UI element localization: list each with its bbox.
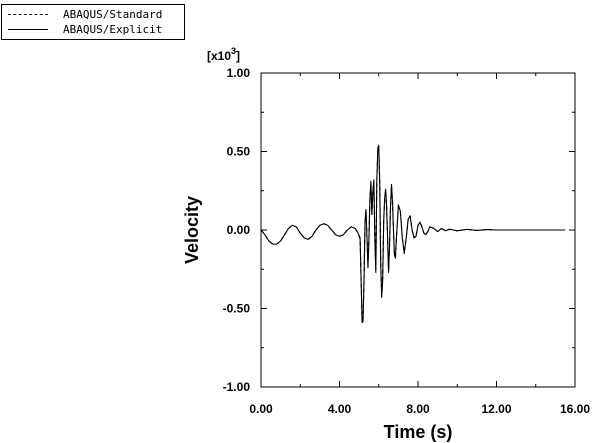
y-tick-label: 1.00	[227, 66, 251, 80]
x-tick-label: 12.00	[481, 402, 511, 416]
x-tick-label: 16.00	[560, 402, 590, 416]
legend-label-standard: ABAQUS/Standard	[63, 8, 163, 21]
y-multiplier-label: [x103]	[207, 46, 240, 63]
labels-layer: 0.00 4.00 8.00 12.00 16.00 1.00 0.50 0.00 -0.50 -…	[223, 66, 591, 416]
y-tick-label: 0.00	[227, 223, 251, 237]
y-axis-title: Velocity	[182, 196, 202, 264]
y-tick-label: -1.00	[223, 380, 251, 394]
legend-solid-line-icon	[8, 29, 48, 30]
legend: ABAQUS/Standard ABAQUS/Explicit	[1, 4, 185, 40]
x-tick-label: 8.00	[406, 402, 430, 416]
series-line-explicit	[260, 144, 566, 324]
y-tick-label: 0.50	[227, 145, 251, 159]
legend-dashed-line-icon	[8, 14, 48, 15]
y-tick-label: -0.50	[223, 302, 251, 316]
x-tick-label: 4.00	[328, 402, 352, 416]
x-axis-title: Time (s)	[384, 422, 453, 442]
plot-frame	[260, 72, 576, 388]
legend-entry-explicit: ABAQUS/Explicit	[2, 23, 186, 37]
legend-label-explicit: ABAQUS/Explicit	[63, 23, 163, 36]
legend-entry-standard: ABAQUS/Standard	[2, 8, 186, 22]
series-layer	[260, 144, 566, 324]
x-tick-label: 0.00	[249, 402, 273, 416]
